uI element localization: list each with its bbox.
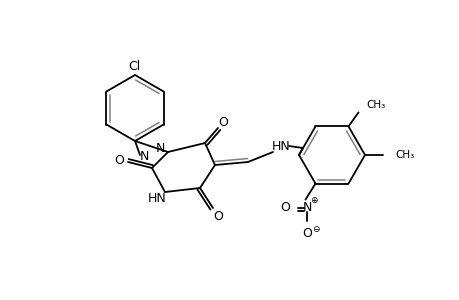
Text: O: O	[213, 211, 223, 224]
Text: N: N	[155, 142, 164, 155]
Text: O: O	[302, 227, 312, 240]
Text: N: N	[139, 149, 148, 163]
Text: HN: HN	[271, 140, 290, 152]
Text: O: O	[218, 116, 228, 128]
Text: N: N	[302, 201, 312, 214]
Text: O: O	[280, 201, 290, 214]
Text: ⊕: ⊕	[309, 196, 317, 205]
Text: O: O	[114, 154, 123, 166]
Text: ⊖: ⊖	[311, 225, 319, 234]
Text: CH₃: CH₃	[394, 150, 414, 160]
Text: HN: HN	[147, 193, 166, 206]
Text: CH₃: CH₃	[366, 100, 385, 110]
Text: Cl: Cl	[128, 59, 140, 73]
